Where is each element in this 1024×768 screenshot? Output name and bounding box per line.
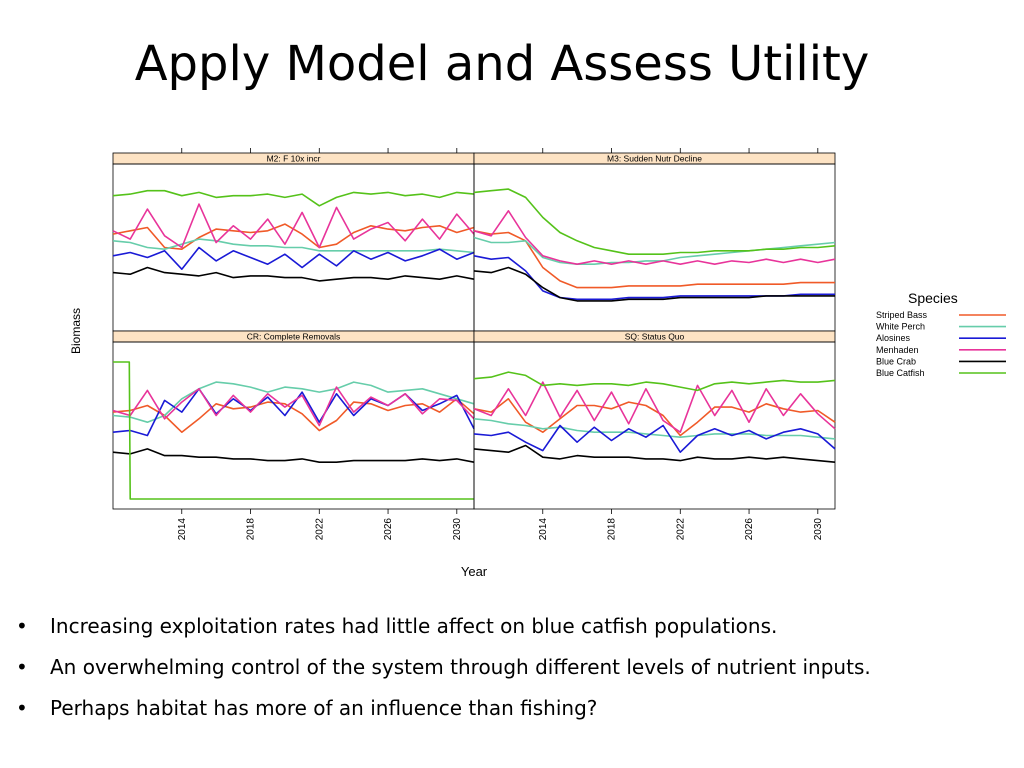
series-line-blue-crab — [473, 444, 836, 463]
x-tick-label: 2022 — [314, 518, 325, 541]
bullet-marker: • — [16, 614, 28, 638]
panel-strip-label: SQ: Status Quo — [625, 332, 685, 342]
series-line-menhaden — [112, 386, 475, 427]
series-line-menhaden — [112, 203, 475, 249]
x-tick-label: 2030 — [452, 518, 463, 541]
series-line-white-perch — [112, 238, 475, 254]
series-line-blue-crab — [112, 266, 475, 282]
panel-frame — [112, 341, 475, 510]
x-tick-label: 2030 — [813, 518, 824, 541]
bullet-item: • Increasing exploitation rates had littl… — [12, 606, 1012, 647]
x-tick-label: 2018 — [246, 518, 257, 541]
panel-strip-label: M2: F 10x incr — [267, 154, 321, 164]
x-tick-label: 2026 — [744, 518, 755, 541]
biomass-trellis-chart: M2: F 10x incr M3: Sudden Nutr Decline CR:… — [69, 148, 1006, 579]
x-tick-label: 2014 — [538, 518, 549, 541]
x-tick-label: 2014 — [177, 518, 188, 541]
x-tick-label: 2018 — [607, 518, 618, 541]
bullet-item: • Perhaps habitat has more of an influenc… — [12, 688, 1012, 729]
y-axis-label: Biomass — [69, 308, 83, 354]
series-line-white-perch — [473, 418, 836, 440]
series-line-alosines — [112, 246, 475, 270]
bullet-text: Perhaps habitat has more of an influence… — [50, 696, 598, 720]
legend-title: Species — [908, 290, 958, 306]
panel-strip-label: M3: Sudden Nutr Decline — [607, 154, 702, 164]
series-line-menhaden — [473, 210, 836, 265]
series-line-blue-crab — [473, 266, 835, 302]
series-line-blue-catfish — [473, 188, 836, 255]
bullet-text: Increasing exploitation rates had little… — [50, 614, 778, 638]
legend-label-white-perch: White Perch — [876, 322, 925, 332]
bullet-text: An overwhelming control of the system th… — [50, 655, 871, 679]
legend-label-menhaden: Menhaden — [876, 345, 919, 355]
legend-label-alosines: Alosines — [876, 333, 911, 343]
series-line-blue-crab — [112, 448, 475, 464]
legend-label-blue-catfish: Blue Catfish — [876, 368, 925, 378]
x-tick-label: 2022 — [675, 518, 686, 541]
panel-strip-label: CR: Complete Removals — [247, 332, 341, 342]
x-tick-label: 2026 — [383, 518, 394, 541]
legend-label-striped-bass: Striped Bass — [876, 310, 928, 320]
series-line-blue-catfish — [112, 189, 475, 207]
slide-title: Apply Model and Assess Utility — [134, 36, 870, 92]
series-line-blue-catfish — [113, 361, 474, 500]
series-line-alosines — [112, 388, 475, 437]
x-axis-label: Year — [461, 564, 488, 579]
bullet-item: • An overwhelming control of the system t… — [12, 647, 1012, 688]
series-line-menhaden — [473, 381, 836, 434]
series-line-white-perch — [473, 236, 836, 265]
bullet-list: • Increasing exploitation rates had littl… — [12, 606, 1012, 729]
panel-frame — [473, 341, 836, 510]
series-line-alosines — [473, 424, 836, 454]
series-line-striped-bass — [473, 230, 835, 289]
bullet-marker: • — [16, 655, 28, 679]
series-line-blue-catfish — [473, 371, 836, 392]
bullet-marker: • — [16, 696, 28, 720]
legend-label-blue-crab: Blue Crab — [876, 356, 916, 366]
